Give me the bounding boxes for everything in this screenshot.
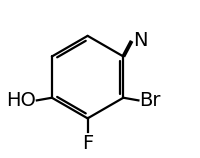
Text: F: F	[82, 134, 93, 153]
Text: Br: Br	[139, 91, 161, 110]
Text: N: N	[133, 31, 148, 50]
Text: HO: HO	[6, 91, 36, 110]
